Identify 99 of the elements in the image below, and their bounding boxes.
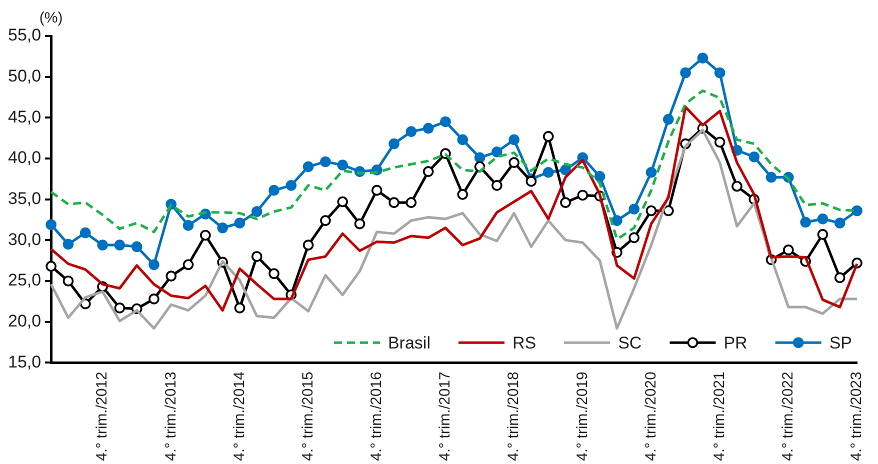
point xyxy=(406,197,417,208)
point xyxy=(662,114,674,125)
point xyxy=(302,161,314,172)
point xyxy=(114,302,126,314)
point xyxy=(148,259,160,270)
y-tick-label: 15,0 xyxy=(8,352,42,372)
point xyxy=(800,216,811,228)
point xyxy=(320,156,331,168)
point xyxy=(714,67,726,78)
point xyxy=(388,138,400,150)
x-tick-label: 4.° trim./2018 xyxy=(505,372,522,462)
point xyxy=(492,146,502,158)
point xyxy=(337,160,348,170)
point xyxy=(320,215,331,226)
point xyxy=(748,151,760,162)
point xyxy=(732,180,742,192)
x-tick-label: 4.° trim./2019 xyxy=(574,372,591,462)
point xyxy=(714,136,726,148)
point xyxy=(148,294,160,304)
point xyxy=(852,205,862,216)
point xyxy=(234,302,246,314)
point xyxy=(251,251,262,262)
point xyxy=(166,270,177,282)
point xyxy=(508,134,520,146)
legend-label: Brasil xyxy=(388,333,430,352)
point xyxy=(457,189,468,200)
legend-label: SC xyxy=(618,333,642,352)
point xyxy=(422,122,434,134)
y-tick-label: 55,0 xyxy=(8,26,42,45)
point xyxy=(268,184,280,196)
point xyxy=(182,259,194,270)
point xyxy=(817,214,828,224)
x-tick-label: 4.° trim./2014 xyxy=(230,372,248,462)
point xyxy=(577,190,588,201)
point xyxy=(766,172,777,183)
point xyxy=(612,215,622,226)
y-tick-label: 25,0 xyxy=(8,270,42,290)
legend-label: PR xyxy=(724,333,748,352)
point xyxy=(200,230,211,241)
point xyxy=(268,268,280,280)
y-axis-title: (%) xyxy=(39,10,63,27)
point xyxy=(286,180,297,191)
point xyxy=(114,240,126,250)
point xyxy=(680,67,691,78)
point xyxy=(628,204,640,215)
x-tick-label: 4.° trim./2013 xyxy=(162,372,180,462)
point xyxy=(783,244,794,256)
x-tick-label: 4.° trim./2021 xyxy=(710,372,728,462)
point xyxy=(457,134,468,146)
point xyxy=(594,171,606,182)
point xyxy=(542,166,554,178)
x-tick-label: 4.° trim./2023 xyxy=(848,372,866,462)
y-tick-label: 40,0 xyxy=(8,148,42,168)
x-tick-label: 4.° trim./2017 xyxy=(436,372,454,462)
point xyxy=(302,240,314,250)
point xyxy=(697,52,708,64)
y-tick-label: 20,0 xyxy=(8,311,42,330)
point xyxy=(508,157,520,168)
point xyxy=(131,241,142,252)
point xyxy=(406,126,417,137)
point xyxy=(542,131,554,142)
y-tick-label: 30,0 xyxy=(8,230,42,249)
point xyxy=(422,166,434,177)
point xyxy=(560,197,571,208)
point xyxy=(388,197,400,208)
point xyxy=(62,238,74,250)
point xyxy=(492,180,502,191)
x-tick-label: 4.° trim./2015 xyxy=(299,372,316,462)
point xyxy=(337,196,348,208)
point xyxy=(526,176,537,187)
legend-label: RS xyxy=(512,333,536,352)
point xyxy=(182,220,194,231)
point xyxy=(62,276,74,286)
point xyxy=(834,218,846,228)
point xyxy=(354,218,366,230)
point xyxy=(371,184,382,196)
point xyxy=(217,222,228,234)
x-tick-label: 4.° trim./2022 xyxy=(780,372,797,462)
point xyxy=(628,232,640,244)
point xyxy=(440,116,451,128)
point xyxy=(234,218,246,228)
point xyxy=(817,229,828,240)
point xyxy=(46,260,56,272)
legend-label: SP xyxy=(829,333,852,352)
point xyxy=(662,205,674,216)
x-tick-label: 4.° trim./2012 xyxy=(94,372,111,462)
point xyxy=(251,206,262,217)
x-tick-label: 4.° trim./2020 xyxy=(642,372,660,462)
y-tick-label: 35,0 xyxy=(8,189,42,208)
y-tick-label: 50,0 xyxy=(8,66,42,86)
y-tick-label: 45,0 xyxy=(8,107,42,126)
point xyxy=(46,219,56,230)
point xyxy=(80,227,91,238)
point xyxy=(646,205,657,216)
point xyxy=(474,152,486,164)
point xyxy=(646,166,657,178)
point xyxy=(97,240,108,250)
point xyxy=(834,272,846,284)
x-tick-label: 4.° trim./2016 xyxy=(368,372,386,462)
